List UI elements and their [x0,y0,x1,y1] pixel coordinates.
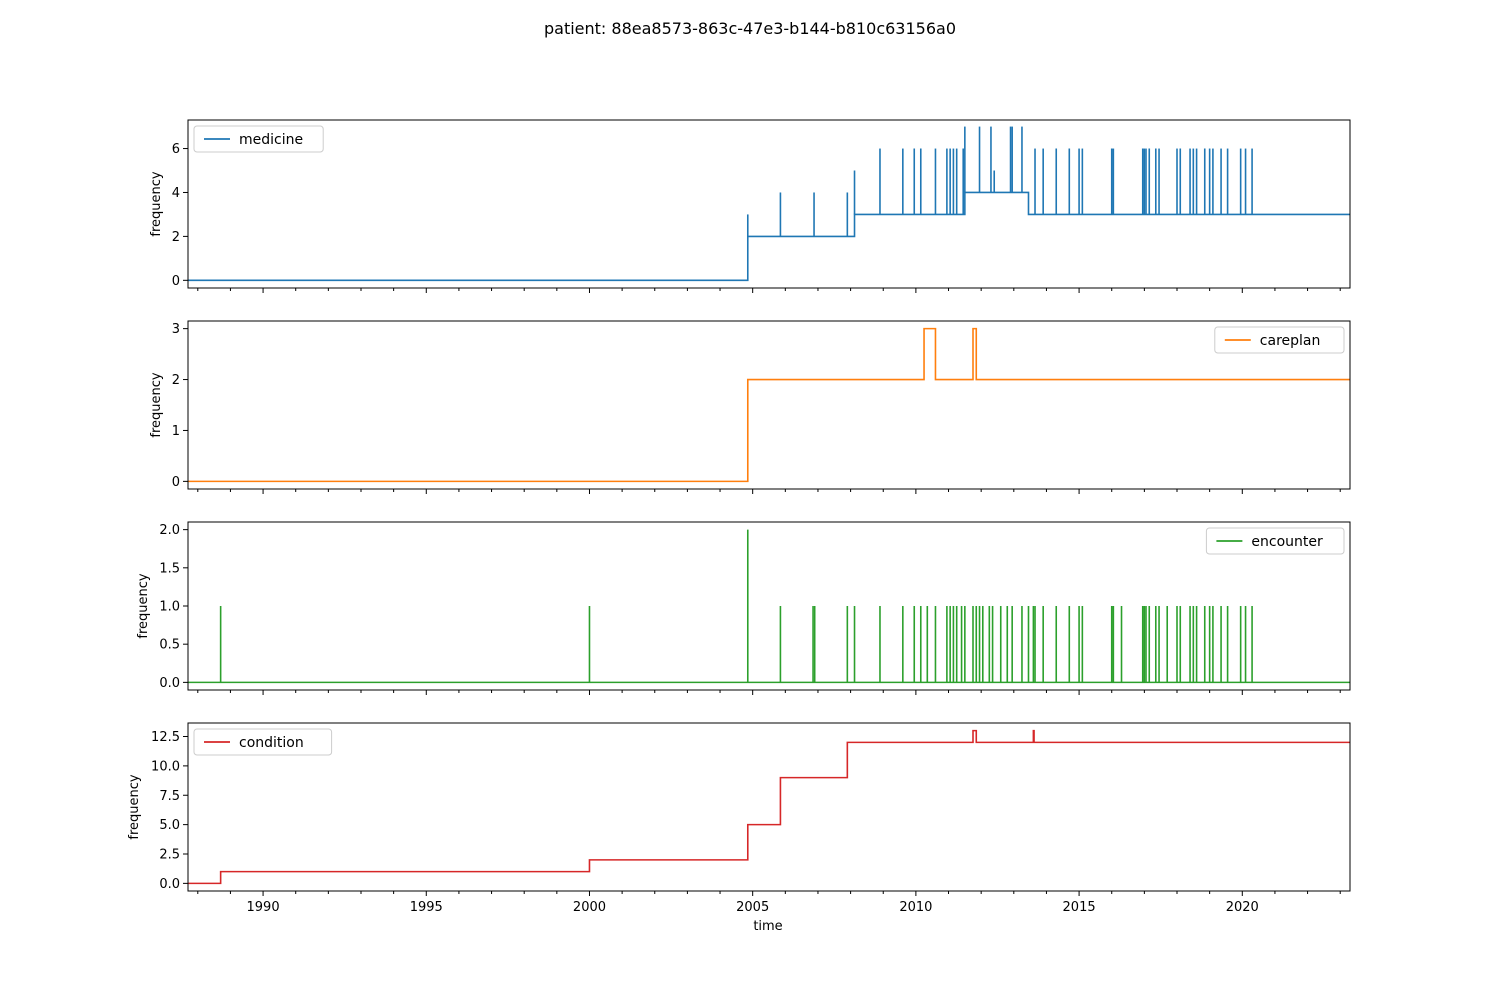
medicine-series-line [188,191,1350,282]
subplot-encounter: 0.0 0.5 1.0 1.5 2.0 frequency encounter [136,521,1351,695]
y-tick-label: 0.0 [159,877,180,892]
y-tick-label: 12.5 [151,730,180,745]
y-axis-label: frequency [136,573,151,639]
y-axis-label: frequency [127,774,142,840]
y-tick-label: 2.5 [159,847,180,862]
y-tick-label: 2.0 [159,523,180,538]
plot-frame [187,119,1351,289]
legend-box [193,125,324,153]
plot-frame [187,722,1351,892]
y-tick-label: 0 [172,274,180,289]
subplot-medicine: 0 2 4 6 frequency medicine [149,119,1351,293]
legend-box [1214,326,1345,354]
x-tick-label: 1995 [410,900,443,915]
legend-condition: condition [193,728,333,756]
legend-box [193,728,333,756]
careplan-series-line [188,327,1350,483]
x-tick-label: 2010 [899,900,932,915]
legend-box [1205,527,1345,555]
x-tick-label: 2015 [1063,900,1096,915]
y-tick-label: 10.0 [151,759,180,774]
subplot-careplan: 0 1 2 3 frequency careplan [149,320,1351,494]
legend-encounter: encounter [1205,527,1345,555]
y-tick-label: 0 [172,475,180,490]
legend-label: medicine [239,132,303,148]
y-axis-label: frequency [149,372,164,438]
figure-title: patient: 88ea8573-863c-47e3-b144-b810c63… [544,19,956,38]
y-tick-label: 4 [172,186,180,201]
y-tick-label: 0.5 [159,638,180,653]
y-tick-label: 6 [172,142,180,157]
x-tick-label: 1990 [247,900,280,915]
subplot-condition: 0.0 2.5 5.0 7.5 10.0 12.5 1990 1995 2000 2005 2010… [127,722,1351,915]
subplots: 0 2 4 6 frequency medicine 0 1 2 3 frequency carepl… [127,119,1351,915]
x-axis-label: time [753,919,782,934]
y-tick-label: 5.0 [159,818,180,833]
legend-medicine: medicine [193,125,324,153]
legend-label: condition [239,735,304,751]
x-tick-label: 2000 [573,900,606,915]
condition-series-line [188,729,1350,885]
y-axis-label: frequency [149,171,164,237]
y-tick-label: 1.0 [159,600,180,615]
legend-careplan: careplan [1214,326,1345,354]
y-tick-label: 2 [172,373,180,388]
y-tick-label: 3 [172,322,180,337]
legend-label: encounter [1251,534,1323,550]
y-tick-label: 1.5 [159,561,180,576]
y-tick-label: 0.0 [159,676,180,691]
x-tick-label: 2020 [1226,900,1259,915]
plot-frame [187,521,1351,691]
x-tick-label: 2005 [736,900,769,915]
legend-label: careplan [1260,333,1321,349]
y-tick-label: 7.5 [159,789,180,804]
y-tick-label: 1 [172,424,180,439]
y-tick-label: 2 [172,230,180,245]
plot-frame [187,320,1351,490]
